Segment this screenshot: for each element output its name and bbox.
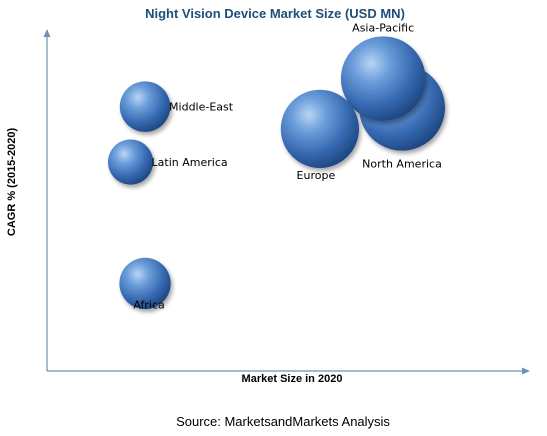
bubble-latin-america (107, 139, 154, 185)
bubble-africa (119, 257, 171, 310)
bubbles (107, 36, 446, 310)
x-axis-label: Market Size in 2020 (242, 373, 343, 385)
bubble-label-africa: Africa (133, 298, 164, 311)
chart-title: Night Vision Device Market Size (USD MN) (145, 6, 405, 21)
y-axis-label: CAGR % (2015-2020) (6, 128, 18, 237)
bubble-label-middle-east: Middle-East (169, 101, 234, 114)
source-note: Source: MarketsandMarkets Analysis (176, 414, 390, 429)
bubble-label-latin-america: Latin America (152, 156, 228, 169)
y-axis-arrow-icon (43, 29, 51, 37)
bubble-asia-pacific (340, 36, 426, 121)
bubble-middle-east (119, 81, 171, 132)
bubble-europe (280, 89, 360, 168)
axes (43, 29, 530, 375)
bubble-label-north-america: North America (362, 158, 442, 171)
bubble-labels: Asia-Pacific North America Europe Middle-Ea… (133, 22, 441, 312)
bubble-label-asia-pacific: Asia-Pacific (352, 22, 414, 35)
bubble-label-europe: Europe (297, 169, 336, 182)
x-axis-arrow-icon (522, 367, 530, 375)
